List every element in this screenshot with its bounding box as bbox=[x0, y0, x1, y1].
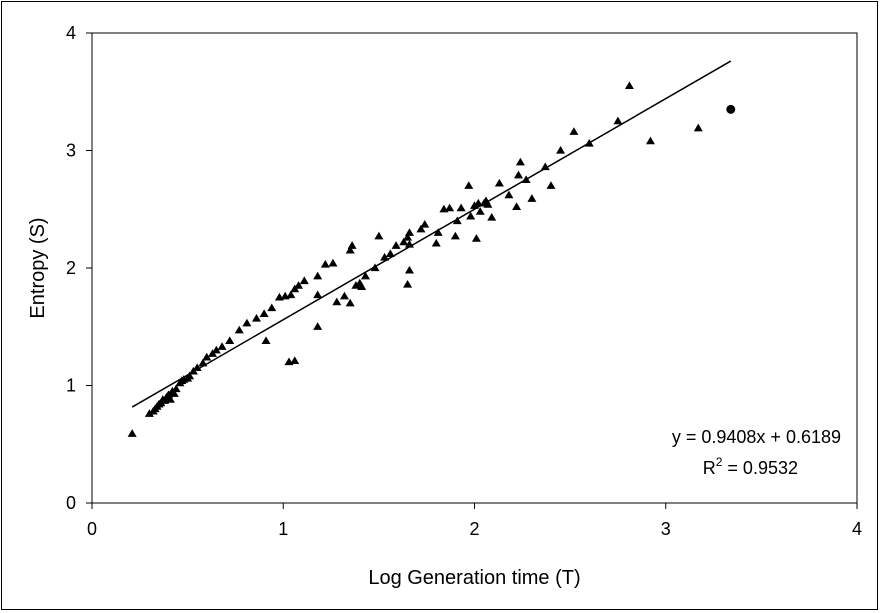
y-axis-title: Entropy (S) bbox=[27, 217, 49, 318]
data-point-triangle bbox=[351, 281, 361, 289]
r-squared-letter: R bbox=[703, 458, 716, 478]
data-points bbox=[127, 81, 736, 437]
data-point-triangle bbox=[471, 234, 481, 242]
y-axis: 0 1 2 3 4 bbox=[66, 23, 92, 513]
data-point-triangle bbox=[211, 345, 221, 354]
data-point-triangle bbox=[464, 181, 474, 189]
r-squared-label: R2 = 0.9532 bbox=[703, 455, 798, 478]
r-squared-superscript: 2 bbox=[716, 455, 723, 469]
y-tick-label: 1 bbox=[66, 376, 76, 396]
data-point-triangle bbox=[332, 297, 342, 306]
data-point-triangle bbox=[360, 271, 370, 280]
data-point-triangle bbox=[171, 384, 181, 393]
data-point-triangle bbox=[403, 279, 413, 288]
data-point-triangle bbox=[294, 281, 304, 289]
data-point-triangle bbox=[357, 282, 367, 290]
data-point-triangle bbox=[494, 178, 504, 187]
data-point-triangle bbox=[328, 258, 338, 267]
data-point-triangle bbox=[313, 322, 323, 330]
data-point-triangle bbox=[504, 190, 514, 199]
y-tick-label: 4 bbox=[66, 23, 76, 43]
data-point-triangle bbox=[433, 228, 443, 236]
data-point-triangle bbox=[339, 291, 349, 300]
r-squared-value: = 0.9532 bbox=[722, 458, 798, 478]
data-point-triangle bbox=[487, 212, 497, 221]
data-point-triangle bbox=[345, 298, 355, 307]
data-point-triangle bbox=[192, 363, 202, 372]
x-tick-label: 0 bbox=[87, 519, 97, 539]
trendline-equation: y = 0.9408x + 0.6189 bbox=[672, 427, 841, 447]
data-point-triangle bbox=[420, 220, 430, 228]
data-point-triangle bbox=[513, 170, 523, 179]
data-point-triangle bbox=[404, 265, 414, 274]
y-tick-label: 0 bbox=[66, 493, 76, 513]
data-point-triangle bbox=[380, 252, 390, 261]
data-point-triangle bbox=[483, 200, 493, 208]
trendline bbox=[131, 60, 732, 408]
data-point-triangle bbox=[556, 146, 566, 154]
data-point-triangle bbox=[403, 232, 413, 241]
data-point-triangle bbox=[416, 224, 426, 233]
data-point-triangle bbox=[242, 318, 252, 327]
x-tick-label: 3 bbox=[661, 519, 671, 539]
data-point-triangle bbox=[569, 127, 579, 135]
data-point-triangle bbox=[475, 207, 485, 215]
data-point-triangle bbox=[613, 116, 623, 125]
data-point-triangle bbox=[399, 237, 409, 246]
data-point-triangle bbox=[374, 231, 384, 240]
data-point-triangle bbox=[259, 309, 269, 317]
x-axis: 0 1 2 3 4 bbox=[87, 503, 862, 539]
data-point-triangle bbox=[225, 336, 235, 344]
data-point-triangle bbox=[391, 241, 401, 249]
data-point-triangle bbox=[299, 276, 309, 285]
data-point-triangle bbox=[267, 303, 277, 312]
data-point-triangle bbox=[234, 325, 244, 334]
x-tick-label: 2 bbox=[469, 519, 479, 539]
data-point-triangle bbox=[470, 201, 479, 209]
data-point-triangle bbox=[515, 157, 525, 166]
data-point-triangle bbox=[313, 290, 323, 299]
data-point-triangle bbox=[624, 81, 634, 90]
data-point-triangle bbox=[466, 211, 476, 220]
data-point-circle bbox=[726, 104, 736, 114]
data-point-triangle bbox=[345, 245, 355, 254]
data-point-triangle bbox=[512, 202, 522, 211]
y-tick-label: 2 bbox=[66, 258, 76, 278]
x-axis-title: Log Generation time (T) bbox=[368, 567, 580, 589]
data-point-triangle bbox=[385, 249, 395, 258]
data-point-triangle bbox=[527, 194, 537, 202]
data-point-triangle bbox=[261, 336, 271, 344]
data-point-triangle bbox=[290, 356, 300, 364]
data-point-triangle bbox=[445, 203, 455, 212]
data-point-triangle bbox=[456, 203, 466, 212]
data-point-triangle bbox=[431, 238, 441, 247]
x-tick-label: 1 bbox=[278, 519, 288, 539]
data-point-triangle bbox=[286, 290, 296, 299]
data-point-triangle bbox=[165, 395, 175, 403]
data-point-triangle bbox=[693, 123, 703, 132]
data-point-triangle bbox=[320, 259, 330, 268]
data-point-triangle bbox=[169, 389, 179, 397]
data-point-triangle bbox=[217, 342, 227, 350]
data-point-triangle bbox=[202, 352, 212, 361]
data-point-triangle bbox=[645, 136, 655, 145]
x-tick-label: 4 bbox=[852, 519, 862, 539]
data-point-triangle bbox=[144, 409, 154, 417]
data-point-triangle bbox=[313, 271, 323, 280]
data-point-triangle bbox=[546, 181, 556, 189]
data-point-triangle bbox=[450, 231, 460, 240]
y-tick-label: 3 bbox=[66, 141, 76, 161]
data-point-triangle bbox=[251, 314, 261, 322]
data-point-triangle bbox=[347, 241, 357, 249]
data-point-triangle bbox=[404, 228, 414, 236]
data-point-triangle bbox=[540, 162, 550, 171]
data-point-triangle bbox=[452, 216, 462, 225]
data-point-triangle bbox=[473, 198, 483, 207]
data-point-triangle bbox=[185, 371, 195, 380]
data-point-triangle bbox=[127, 429, 137, 437]
